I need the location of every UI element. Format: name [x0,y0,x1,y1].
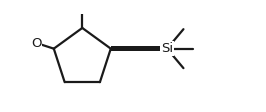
Text: Si: Si [161,42,173,55]
Text: O: O [31,37,42,50]
